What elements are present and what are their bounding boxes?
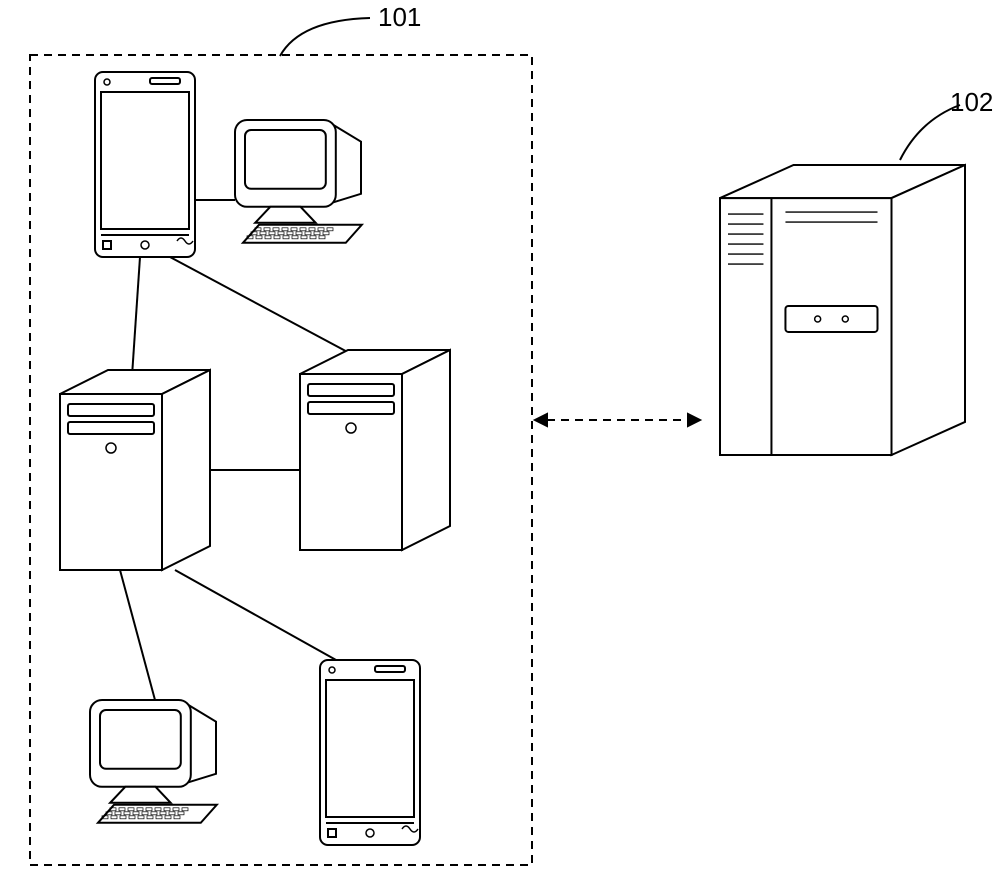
- edge: [170, 257, 355, 356]
- tower-icon: [300, 350, 450, 550]
- monitor-icon: [90, 700, 217, 823]
- diagram-canvas: 101 102: [0, 0, 1000, 893]
- monitor-icon: [235, 120, 362, 243]
- edge: [120, 570, 155, 700]
- phone-icon: [95, 72, 195, 257]
- phone-icon: [320, 660, 420, 845]
- server-icon: [720, 165, 965, 455]
- leader-line: [280, 18, 370, 56]
- edge: [132, 257, 140, 376]
- diagram-svg: [0, 0, 1000, 893]
- edge: [175, 570, 345, 665]
- tower-icon: [60, 370, 210, 570]
- label-101: 101: [378, 2, 421, 33]
- label-102: 102: [950, 87, 993, 118]
